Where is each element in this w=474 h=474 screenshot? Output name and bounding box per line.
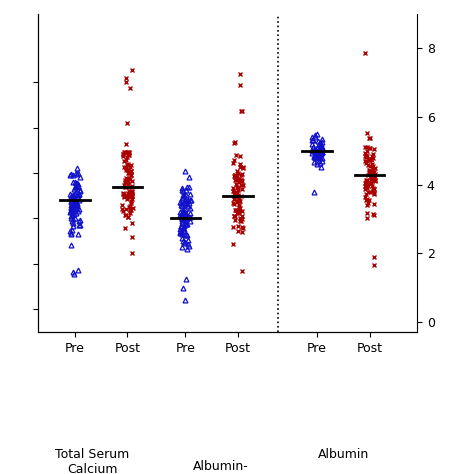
Text: Total Serum
Calcium: Total Serum Calcium xyxy=(55,448,129,474)
Text: Albumin: Albumin xyxy=(318,448,369,461)
Text: Albumin-
Corrected
Calcium: Albumin- Corrected Calcium xyxy=(190,460,251,474)
